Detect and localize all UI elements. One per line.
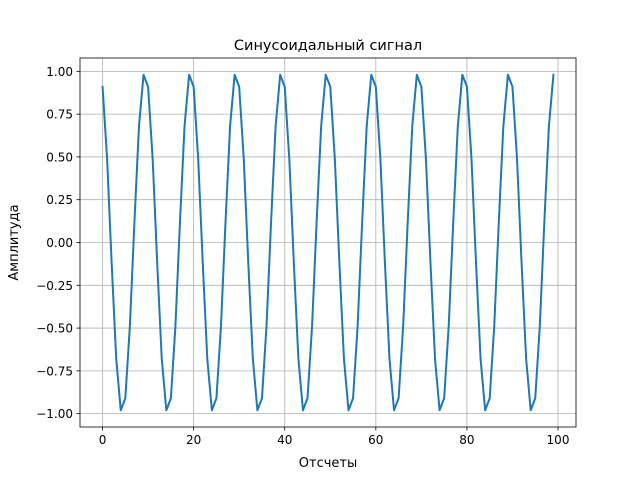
y-tick-label: −1.00 <box>36 407 73 421</box>
y-tick-label: 0.00 <box>46 236 73 250</box>
x-tick-label: 0 <box>99 433 107 447</box>
x-axis: 0 20 40 60 80 100 <box>99 427 570 447</box>
x-tick-label: 60 <box>368 433 383 447</box>
series-line <box>101 73 555 412</box>
x-tick-label: 20 <box>186 433 201 447</box>
y-tick-label: −0.75 <box>36 364 73 378</box>
y-tick-label: 0.75 <box>46 108 73 122</box>
chart-title: Синусоидальный сигнал <box>234 38 422 54</box>
y-tick-label: 0.50 <box>46 150 73 164</box>
x-tick-label: 100 <box>547 433 570 447</box>
series-layer <box>101 73 555 412</box>
y-axis: −1.00 −0.75 −0.50 −0.25 0.00 0.25 0.50 0.75 1.00 <box>36 65 80 421</box>
y-tick-label: −0.25 <box>36 279 73 293</box>
y-tick-label: 1.00 <box>46 65 73 79</box>
x-axis-label: Отсчеты <box>299 456 357 471</box>
x-tick-label: 80 <box>459 433 474 447</box>
y-tick-label: −0.50 <box>36 322 73 336</box>
y-axis-label: Амплитуда <box>7 204 22 280</box>
x-tick-label: 40 <box>277 433 292 447</box>
y-tick-label: 0.25 <box>46 193 73 207</box>
grid <box>80 58 576 427</box>
